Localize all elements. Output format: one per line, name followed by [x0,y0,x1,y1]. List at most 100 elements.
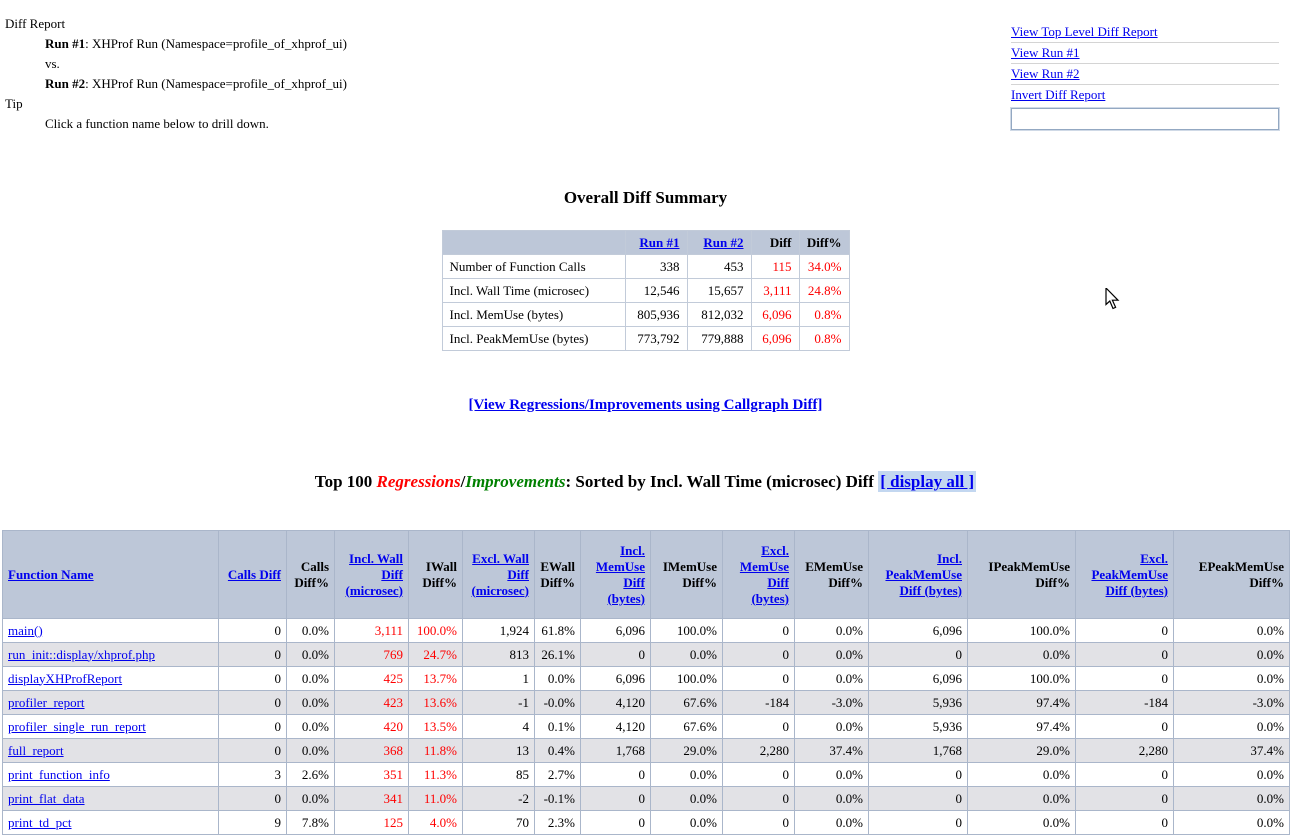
value-cell: 423 [334,690,409,715]
sort-link[interactable]: Excl. Wall Diff (microsec) [471,550,529,598]
value-cell: -3.0% [794,690,869,715]
value-cell: 2.6% [286,762,335,787]
summary-cell: Incl. MemUse (bytes) [441,302,626,327]
sort-link[interactable]: Function Name [8,566,94,582]
value-cell: 13.5% [408,714,463,739]
value-cell: 0.0% [794,714,869,739]
summary-cell: Number of Function Calls [441,254,626,279]
value-cell: 26.1% [534,642,581,667]
value-cell: 5,936 [868,714,968,739]
value-cell: 2.3% [534,810,581,835]
summary-header-diff: Diff [750,230,800,255]
value-cell: 6,096 [580,666,651,691]
value-cell: 61.8% [534,618,581,643]
value-cell: 341 [334,786,409,811]
summary-cell: Incl. Wall Time (microsec) [441,278,626,303]
summary-cell: 12,546 [624,278,688,303]
sort-link[interactable]: Calls Diff [227,566,281,582]
sort-link[interactable]: Excl. PeakMemUse Diff (bytes) [1091,550,1168,598]
function-name-cell: print_function_info [2,762,219,787]
value-cell: 125 [334,810,409,835]
value-cell: 0 [722,810,795,835]
display-all-link[interactable]: [ display all ] [878,471,977,492]
summary-cell: 6,096 [750,302,800,327]
value-cell: 0 [580,762,651,787]
value-cell: 13.7% [408,666,463,691]
value-cell: 0.0% [286,666,335,691]
value-cell: 0.0% [1173,666,1290,691]
run2-column-link[interactable]: Run #2 [703,234,744,250]
function-link[interactable]: full_report [8,742,64,758]
column-header-calls-diff: Calls Diff [218,530,287,619]
value-cell: 0.0% [1173,810,1290,835]
value-cell: 4.0% [408,810,463,835]
view-run2-link[interactable]: View Run #2 [1011,66,1080,81]
value-cell: 425 [334,666,409,691]
function-link[interactable]: run_init::display/xhprof.php [8,646,155,662]
function-name-cell: main() [2,618,219,643]
value-cell: 0 [1075,762,1174,787]
summary-header-run1: Run #1 [624,230,688,255]
value-cell: 11.8% [408,738,463,763]
value-cell: 100.0% [967,666,1076,691]
summary-cell: 338 [624,254,688,279]
value-cell: -2 [462,786,535,811]
value-cell: 13.6% [408,690,463,715]
value-cell: 0 [218,642,287,667]
function-link[interactable]: displayXHProfReport [8,670,123,686]
sort-link[interactable]: Incl. PeakMemUse Diff (bytes) [885,550,962,598]
column-header-ewall-diff: EWall Diff% [534,530,581,619]
function-name-cell: displayXHProfReport [2,666,219,691]
function-link[interactable]: main() [8,622,43,638]
value-cell: 5,936 [868,690,968,715]
value-cell: 29.0% [967,738,1076,763]
top100-prefix: Top 100 [314,472,377,491]
callgraph-diff-link[interactable]: [View Regressions/Improvements using Cal… [468,397,823,413]
table-row: full_report 0 0.0% 368 11.8% 13 0.4% 1,768 29.0%… [2,738,1290,763]
function-link[interactable]: print_flat_data [8,790,85,806]
value-cell: 0 [722,666,795,691]
summary-row: Number of Function Calls 338 453 115 34.0% [441,254,850,279]
function-link[interactable]: print_function_info [8,766,110,782]
function-link[interactable]: print_td_pct [8,814,72,830]
value-cell: 37.4% [1173,738,1290,763]
value-cell: 37.4% [794,738,869,763]
value-cell: 0 [580,642,651,667]
view-top-level-diff-report-link[interactable]: View Top Level Diff Report [1011,24,1158,39]
summary-cell: 15,657 [686,278,752,303]
value-cell: 4,120 [580,714,651,739]
value-cell: 368 [334,738,409,763]
nav-links: View Top Level Diff Report View Run #1 V… [1010,22,1280,131]
value-cell: 0 [868,762,968,787]
value-cell: 0.0% [286,786,335,811]
summary-cell: 24.8% [798,278,850,303]
sort-link[interactable]: Excl. MemUse Diff (bytes) [739,542,789,606]
value-cell: 0.0% [967,786,1076,811]
function-link[interactable]: profiler_report [8,694,85,710]
invert-diff-report-link[interactable]: Invert Diff Report [1011,87,1106,102]
value-cell: 0.0% [650,762,723,787]
value-cell: 0.0% [794,786,869,811]
value-cell: 7.8% [286,810,335,835]
value-cell: 0 [868,642,968,667]
value-cell: 97.4% [967,690,1076,715]
value-cell: 0.0% [1173,714,1290,739]
value-cell: -0.1% [534,786,581,811]
sort-link[interactable]: Incl. MemUse Diff (bytes) [595,542,645,606]
function-typeahead-input[interactable] [1010,107,1280,131]
value-cell: 6,096 [868,666,968,691]
value-cell: -184 [722,690,795,715]
view-run1-link[interactable]: View Run #1 [1011,45,1080,60]
run1-column-link[interactable]: Run #1 [639,234,680,250]
value-cell: 100.0% [650,666,723,691]
function-link[interactable]: profiler_single_run_report [8,718,146,734]
value-cell: 0.0% [534,666,581,691]
value-cell: 6,096 [580,618,651,643]
value-cell: 0.0% [1173,618,1290,643]
value-cell: -3.0% [1173,690,1290,715]
value-cell: 769 [334,642,409,667]
value-cell: 0 [1075,642,1174,667]
sort-link[interactable]: Incl. Wall Diff (microsec) [345,550,403,598]
value-cell: 0 [722,618,795,643]
table-row: print_function_info 3 2.6% 351 11.3% 85 2.7% 0 0… [2,762,1290,787]
